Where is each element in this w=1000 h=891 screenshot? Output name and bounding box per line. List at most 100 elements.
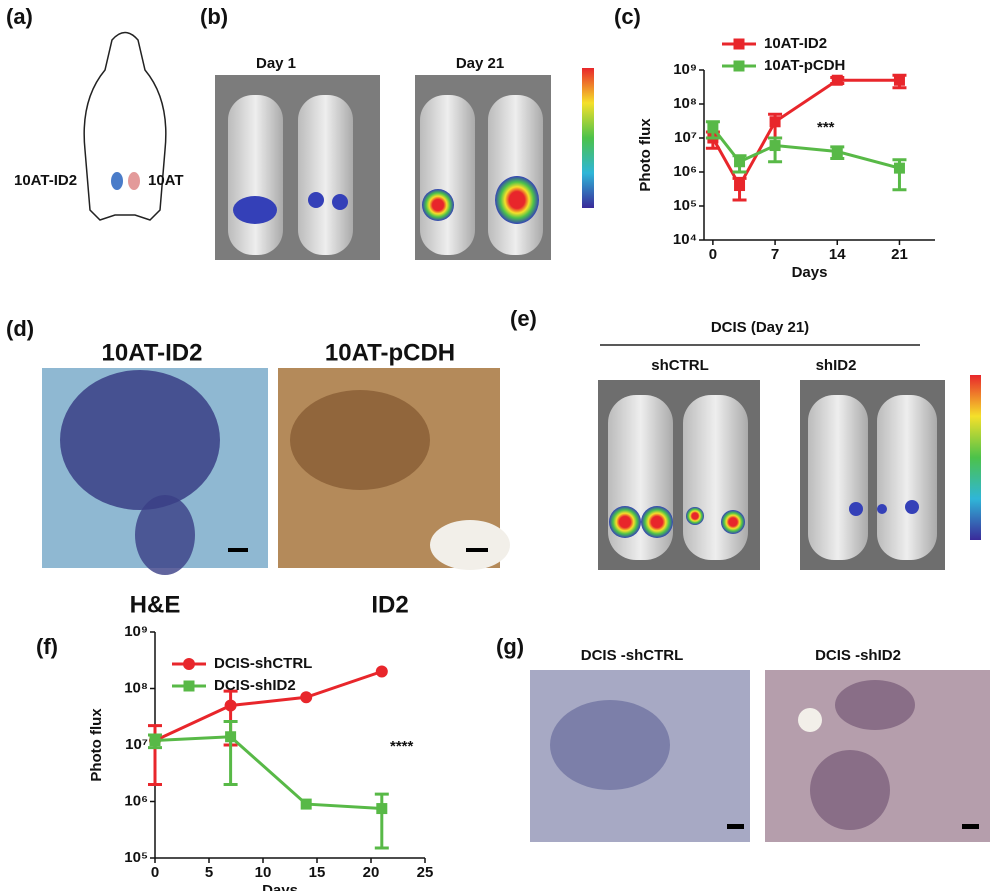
image-title: DCIS -shCTRL — [581, 647, 684, 664]
signal — [905, 500, 919, 514]
y-axis-label: Photo flux — [88, 708, 105, 782]
legend-marker — [183, 680, 195, 692]
image-caption: ID2 — [371, 591, 408, 618]
y-tick-label: 10⁵ — [124, 849, 148, 866]
mouse-image — [683, 395, 748, 560]
histology-texture — [835, 680, 915, 730]
data-point — [224, 699, 237, 712]
data-point — [300, 798, 312, 810]
panel-label: (b) — [200, 4, 228, 29]
colorbar — [970, 375, 981, 540]
image-title: DCIS -shID2 — [815, 647, 901, 664]
x-tick-label: 14 — [829, 246, 846, 263]
scale-bar — [962, 824, 979, 829]
scale-bar — [727, 824, 744, 829]
x-tick-label: 21 — [891, 246, 908, 263]
label-left: 10AT-ID2 — [14, 172, 77, 189]
y-tick-label: 10⁹ — [124, 623, 148, 640]
mouse-image — [298, 95, 353, 255]
histology-texture — [290, 390, 430, 490]
signal — [233, 196, 277, 224]
x-tick-label: 10 — [255, 864, 272, 881]
data-point — [149, 735, 161, 747]
panel-label: (d) — [6, 316, 34, 341]
panel-label: (a) — [6, 4, 33, 29]
y-tick-label: 10⁶ — [124, 792, 148, 809]
signal — [877, 504, 887, 514]
colorbar — [582, 68, 594, 208]
data-point — [893, 74, 905, 86]
data-point — [300, 691, 313, 704]
histology-texture — [60, 370, 220, 510]
y-tick-label: 10⁷ — [674, 129, 697, 146]
y-tick-label: 10⁷ — [125, 736, 148, 753]
histology-texture — [430, 520, 510, 570]
x-tick-label: 0 — [709, 246, 717, 263]
data-point — [769, 140, 781, 152]
legend-label: DCIS-shCTRL — [214, 655, 312, 672]
y-tick-label: 10⁴ — [673, 231, 697, 248]
x-axis-label: Days — [792, 264, 828, 281]
group-label: shID2 — [816, 357, 857, 374]
scale-bar — [466, 548, 488, 552]
histology-texture — [550, 700, 670, 790]
signal — [609, 506, 641, 538]
annotation: **** — [390, 738, 414, 755]
x-tick-label: 7 — [771, 246, 779, 263]
data-point — [831, 74, 843, 86]
tumor-left — [111, 172, 123, 190]
signal — [422, 189, 454, 221]
error-bar — [374, 792, 389, 850]
x-axis-label: Days — [262, 882, 298, 891]
histology-texture — [810, 750, 890, 830]
y-tick-label: 10⁸ — [673, 95, 697, 112]
mouse-image — [420, 95, 475, 255]
histology-texture — [798, 708, 822, 732]
y-tick-label: 10⁸ — [124, 679, 148, 696]
y-tick-label: 10⁶ — [673, 163, 697, 180]
group-label: shCTRL — [651, 357, 709, 374]
tumor-right — [128, 172, 140, 190]
signal — [849, 502, 863, 516]
legend-marker — [733, 38, 745, 50]
legend-label: 10AT-ID2 — [764, 35, 827, 52]
legend-marker — [183, 658, 195, 670]
signal — [332, 194, 348, 210]
data-point — [375, 665, 388, 678]
panel-label: (f) — [36, 634, 58, 659]
mouse-image — [808, 395, 868, 560]
x-tick-label: 25 — [417, 864, 434, 881]
x-tick-label: 5 — [205, 864, 213, 881]
x-tick-label: 20 — [363, 864, 380, 881]
series-line — [154, 735, 382, 811]
scale-bar — [228, 548, 248, 552]
x-tick-label: 15 — [309, 864, 326, 881]
legend-label: DCIS-shID2 — [214, 677, 296, 694]
data-point — [376, 803, 388, 815]
data-point — [707, 122, 719, 134]
error-bar — [223, 720, 238, 786]
signal — [495, 176, 539, 224]
data-point — [893, 162, 905, 174]
day-label: Day 21 — [456, 55, 504, 72]
image-caption: H&E — [130, 591, 181, 618]
data-point — [734, 156, 746, 168]
series-line — [154, 670, 383, 742]
panel-label: (e) — [510, 306, 537, 331]
mouse-image — [488, 95, 543, 255]
x-tick-label: 0 — [151, 864, 159, 881]
signal — [641, 506, 673, 538]
group-title: DCIS (Day 21) — [711, 319, 809, 336]
mouse-image — [877, 395, 937, 560]
signal — [308, 192, 324, 208]
mouse-image — [228, 95, 283, 255]
legend-marker — [733, 60, 745, 72]
data-point — [831, 146, 843, 158]
data-point — [225, 731, 237, 743]
y-axis-label: Photo flux — [637, 118, 654, 192]
y-tick-label: 10⁵ — [673, 197, 697, 214]
image-title: 10AT-ID2 — [102, 339, 203, 366]
label-right: 10AT — [148, 172, 184, 189]
signal — [721, 510, 745, 534]
